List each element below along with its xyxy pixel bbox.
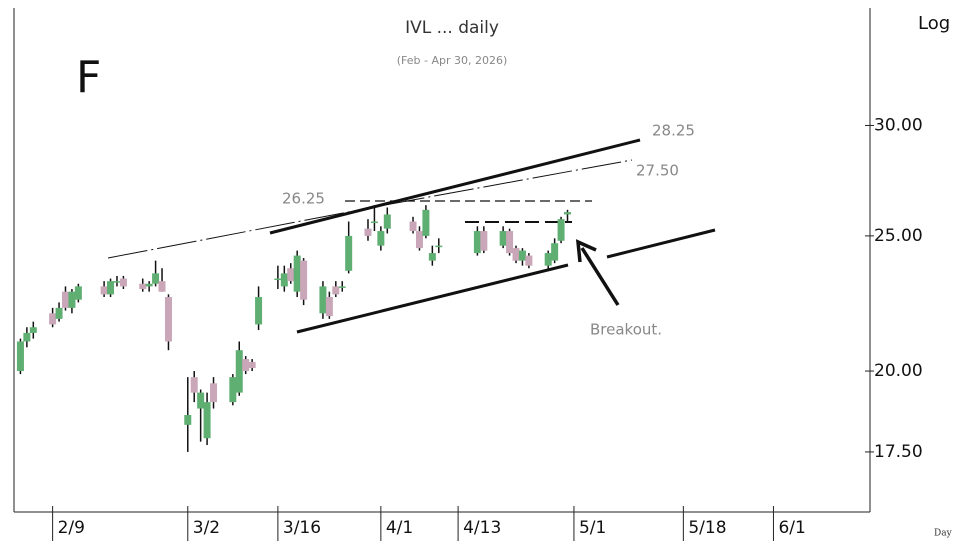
candle-body <box>525 255 533 266</box>
annotation: Breakout. <box>590 321 662 339</box>
candle-body <box>107 281 115 295</box>
candle-body <box>332 286 340 295</box>
upper-trendline <box>107 204 386 259</box>
candle-body <box>23 332 31 342</box>
candle-body <box>319 286 327 314</box>
chart-title: IVL ... daily <box>405 18 499 38</box>
panel-label: F <box>76 52 101 103</box>
candle-body <box>383 214 391 229</box>
resistance-line <box>384 159 633 206</box>
candle-body <box>74 286 82 300</box>
candle-body <box>338 286 346 288</box>
candle-body <box>415 231 423 249</box>
annotation: 27.50 <box>636 162 679 180</box>
candle-body <box>557 219 565 241</box>
candle-body <box>55 307 63 319</box>
annotation: 28.25 <box>652 122 695 140</box>
y-tick-label: 20.00 <box>874 361 923 381</box>
candle-body <box>435 245 443 248</box>
candle-body <box>473 231 481 254</box>
candle-body <box>409 221 417 232</box>
candle-body <box>61 291 69 308</box>
upper-channel <box>269 138 641 235</box>
x-tick-label: 2/9 <box>58 518 85 538</box>
candle-body <box>255 297 263 325</box>
annotation: 26.25 <box>282 190 325 208</box>
y-tick-label: 30.00 <box>874 115 923 135</box>
candle-body <box>364 228 372 236</box>
candle-body <box>190 377 198 393</box>
candle-body <box>235 350 243 393</box>
candle-body <box>345 235 353 271</box>
candle-body <box>248 362 256 369</box>
x-tick-label: 6/1 <box>778 518 805 538</box>
candle-body <box>499 231 507 246</box>
candle-body <box>113 281 121 283</box>
candle-body <box>544 253 552 266</box>
candle-body <box>145 283 153 287</box>
candle-body <box>229 377 237 403</box>
candle-body <box>49 313 57 325</box>
candle-body <box>100 286 108 295</box>
candle-body <box>274 278 282 281</box>
candle-body <box>139 283 147 290</box>
candle-body <box>518 250 526 261</box>
candle-body <box>184 415 192 425</box>
candle-body <box>480 231 488 251</box>
candle-body <box>377 231 385 246</box>
candle-body <box>158 281 166 292</box>
candle-body <box>29 327 37 333</box>
candle-body <box>152 273 160 284</box>
period-label: Day <box>934 529 953 539</box>
chart-subtitle: (Feb - Apr 30, 2026) <box>397 54 508 67</box>
candle-body <box>428 253 436 261</box>
x-tick-label: 5/1 <box>579 518 606 538</box>
candle-body <box>287 268 295 282</box>
trend-lines <box>107 138 716 334</box>
candle-body <box>68 291 76 308</box>
x-tick-label: 4/13 <box>463 518 501 538</box>
candle-body <box>293 255 301 292</box>
scale-label: Log <box>918 13 950 34</box>
candle-body <box>506 231 514 254</box>
y-tick-label: 25.00 <box>874 226 923 246</box>
x-tick-label: 4/1 <box>386 518 413 538</box>
x-tick-label: 3/2 <box>193 518 220 538</box>
candle-body <box>370 221 378 224</box>
candle-body <box>210 383 218 403</box>
breakout-arrowhead <box>575 239 597 263</box>
candle-body <box>300 260 308 300</box>
candle-body <box>119 278 127 287</box>
y-tick-label: 17.50 <box>874 442 923 462</box>
candle-body <box>203 402 211 439</box>
breakout-arrow <box>580 247 620 306</box>
lower-channel <box>296 263 569 334</box>
candle-body <box>242 359 250 372</box>
candle-body <box>564 212 572 215</box>
candle-body <box>280 273 288 287</box>
candle-body <box>164 297 172 342</box>
candles <box>16 205 572 452</box>
candle-body <box>325 297 333 317</box>
lower-channel-extension <box>606 228 716 259</box>
candle-body <box>551 243 559 261</box>
candle-body <box>512 248 520 261</box>
candle-body <box>197 392 205 409</box>
x-tick-label: 3/16 <box>283 518 321 538</box>
candle-body <box>422 209 430 236</box>
x-tick-label: 5/18 <box>688 518 726 538</box>
candle-body <box>16 341 24 372</box>
